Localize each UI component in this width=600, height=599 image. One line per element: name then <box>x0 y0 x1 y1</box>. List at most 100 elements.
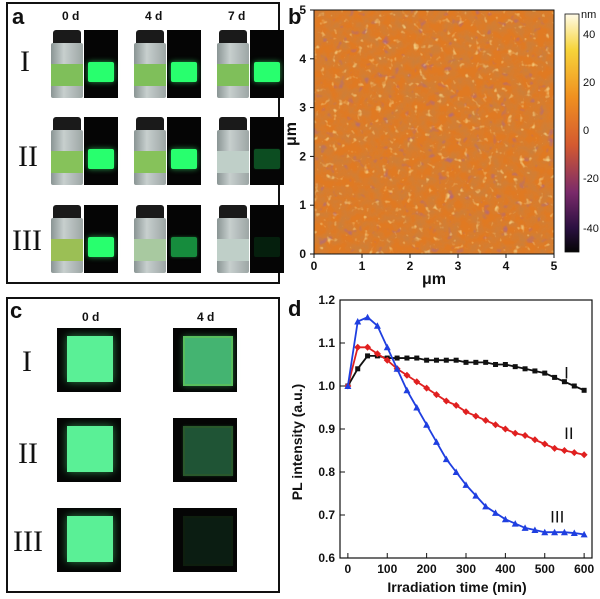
afm-y-tick-label: 5 <box>299 3 306 17</box>
data-point <box>413 404 421 411</box>
panel-a-row-label-1: I <box>20 45 30 78</box>
afm-y-tick-label: 0 <box>299 247 306 261</box>
panel-c-row-label-1: I <box>22 345 32 378</box>
film-photo <box>57 328 121 392</box>
data-point <box>394 355 400 361</box>
vial-fluorescence-photo <box>167 205 201 273</box>
data-point <box>512 364 518 370</box>
data-point <box>403 386 411 394</box>
data-point <box>531 526 539 534</box>
data-point <box>541 440 549 448</box>
vial-photo <box>50 117 84 185</box>
vial-photo <box>216 30 250 98</box>
colorbar <box>564 13 580 253</box>
data-point <box>511 520 519 527</box>
afm-x-axis-label: μm <box>422 271 446 288</box>
series-label-III: III <box>550 507 564 526</box>
afm-x-tick-label: 4 <box>503 259 510 273</box>
colorbar-tick-label: 0 <box>583 125 589 137</box>
afm-x-tick-label: 2 <box>407 259 414 273</box>
data-point <box>423 384 431 392</box>
data-point <box>462 481 470 488</box>
data-point <box>482 416 490 424</box>
data-point <box>551 528 559 536</box>
film-photo <box>57 508 121 572</box>
series-label-I: I <box>564 363 569 382</box>
afm-x-tick-label: 0 <box>311 259 318 273</box>
vial-fluorescence-photo <box>84 117 118 185</box>
vial-fluorescence-photo <box>167 117 201 185</box>
data-point <box>472 412 480 420</box>
colorbar-tick-label: -40 <box>583 223 599 235</box>
vial-photo <box>216 205 250 273</box>
data-point <box>472 492 480 499</box>
vial-photo <box>50 205 84 273</box>
panel-a-letter: a <box>12 4 25 29</box>
panel-c-letter: c <box>10 298 23 323</box>
panel-c-day-1: 4 d <box>197 310 215 324</box>
film-photo <box>173 508 237 572</box>
y-tick-label: 0.9 <box>318 422 335 436</box>
data-point <box>373 350 381 358</box>
x-tick-label: 200 <box>417 562 437 576</box>
data-point <box>433 357 439 363</box>
data-point <box>473 359 479 365</box>
data-point <box>443 357 449 363</box>
data-point <box>442 455 450 463</box>
data-point <box>570 529 578 537</box>
data-point <box>571 383 577 389</box>
data-point <box>502 362 508 367</box>
afm-x-tick-label: 3 <box>455 259 462 273</box>
data-point <box>561 379 567 385</box>
film-photo <box>173 418 237 482</box>
colorbar-tick-label: 20 <box>583 77 595 89</box>
x-axis-label: Irradiation time (min) <box>387 579 526 595</box>
colorbar-tick-label: -20 <box>583 173 599 185</box>
vial-photo <box>133 205 167 273</box>
panel-c-row-label-2: II <box>18 437 38 470</box>
data-point <box>551 444 559 452</box>
panel-a-day-0: 0 d <box>62 9 80 23</box>
colorbar-unit-label: nm <box>581 9 596 21</box>
data-point <box>560 447 568 454</box>
afm-y-tick-label: 2 <box>299 149 306 163</box>
data-point <box>463 359 469 365</box>
data-point <box>432 438 440 445</box>
data-point <box>365 353 371 359</box>
x-tick-label: 500 <box>535 562 555 576</box>
data-point <box>442 397 450 405</box>
vial-photo <box>216 117 250 185</box>
afm-y-tick-label: 1 <box>299 198 306 212</box>
colorbar-tick-label: 40 <box>583 29 595 41</box>
vial-photo <box>133 30 167 98</box>
vial-fluorescence-photo <box>250 30 284 98</box>
panel-b-letter: b <box>288 4 302 29</box>
data-point <box>521 524 529 531</box>
vial-fluorescence-photo <box>250 205 284 273</box>
panel-b-afm: 0 1 2 3 4 5 0 1 2 3 4 5 μm μm nm 40 20 0 -20 -40 <box>283 3 599 288</box>
y-tick-label: 1.2 <box>318 293 335 307</box>
data-point <box>424 357 430 363</box>
data-point <box>364 343 372 351</box>
afm-y-tick-label: 4 <box>299 52 306 66</box>
data-point <box>552 374 558 380</box>
data-point <box>483 359 489 365</box>
data-point <box>462 408 470 416</box>
data-point <box>452 401 460 409</box>
data-point <box>560 528 568 536</box>
series-label-II: II <box>564 424 573 443</box>
data-point <box>511 429 519 437</box>
data-point <box>501 515 509 523</box>
data-point <box>383 356 391 364</box>
panel-d-letter: d <box>288 296 301 321</box>
vial-fluorescence-photo <box>167 30 201 98</box>
series-line-III <box>346 316 585 536</box>
data-point <box>344 382 352 389</box>
afm-y-axis-label: μm <box>283 122 300 146</box>
panel-a-row-label-3: III <box>12 224 42 257</box>
data-point <box>354 343 362 351</box>
data-point <box>432 391 440 399</box>
y-axis-label: PL intensity (a.u.) <box>289 384 305 500</box>
y-tick-label: 1.0 <box>318 379 335 393</box>
